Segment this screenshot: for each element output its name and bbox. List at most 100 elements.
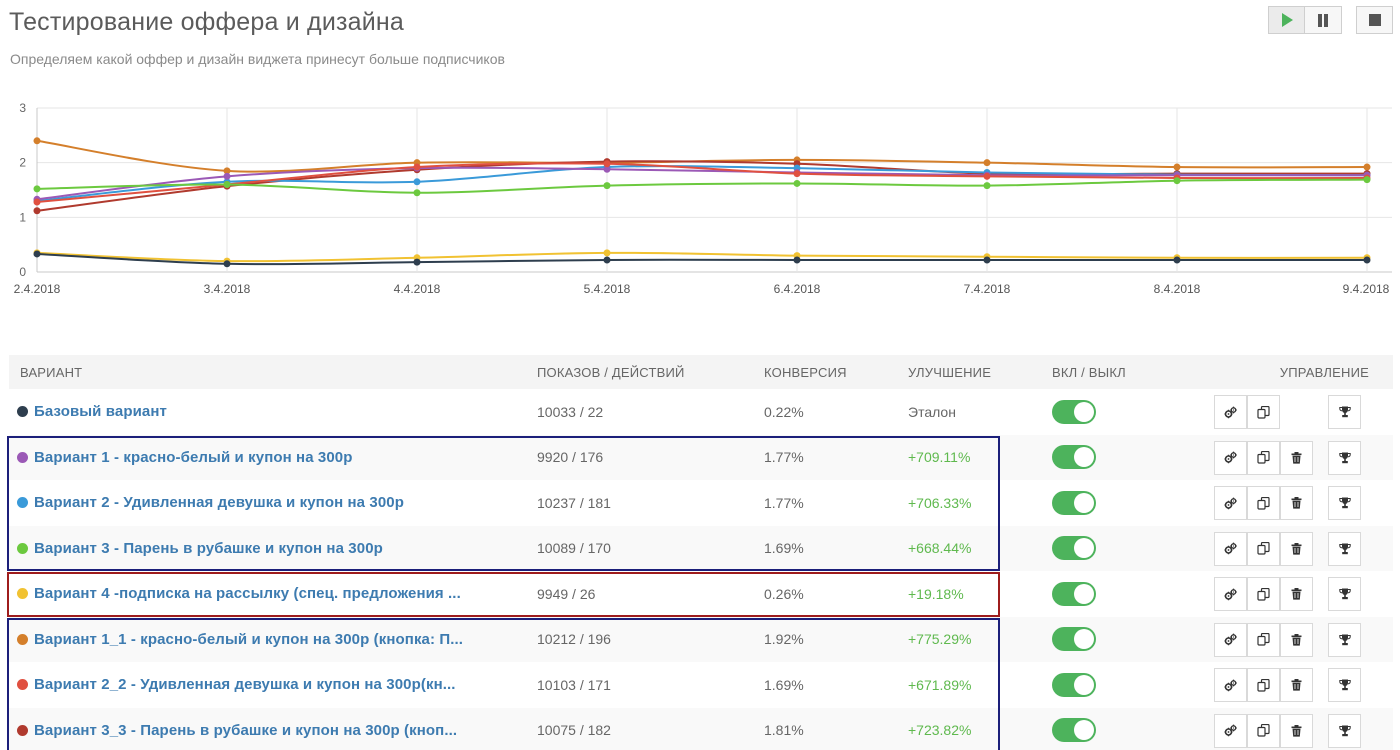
conversion-value: 1.69% [764,676,804,693]
data-point [603,160,611,168]
copy-button[interactable] [1247,577,1280,611]
gears-icon [1224,451,1237,464]
y-tick-label: 3 [19,101,26,115]
data-point [33,207,41,215]
play-button[interactable] [1268,6,1305,34]
winner-button[interactable] [1328,440,1361,475]
stop-button[interactable] [1356,6,1393,34]
page-subtitle: Определяем какой оффер и дизайн виджета … [10,51,505,67]
settings-button[interactable] [1214,395,1247,429]
header-variant: Вариант [20,364,83,380]
enable-toggle[interactable] [1052,581,1096,606]
winner-button[interactable] [1328,395,1361,429]
gears-icon [1224,679,1237,691]
delete-button[interactable] [1280,577,1313,611]
series-color-dot [17,679,28,691]
variant-name-link[interactable]: Базовый вариант [34,403,167,421]
improvement-value: Эталон [908,403,956,420]
gears-icon [1224,406,1237,418]
data-point [1173,163,1181,171]
settings-button[interactable] [1214,713,1247,748]
enable-toggle[interactable] [1052,445,1096,470]
table-row: Вариант 3_3 - Парень в рубашке и купон н… [9,707,1393,750]
conversion-value: 1.81% [764,722,804,739]
series-color-dot [17,451,28,463]
shows-actions-value: 10103 / 171 [537,676,611,693]
copy-button[interactable] [1247,395,1280,429]
manage-cell [1214,435,1393,481]
enable-toggle[interactable] [1052,536,1096,561]
settings-button[interactable] [1214,622,1247,657]
settings-button[interactable] [1214,668,1247,702]
copy-button[interactable] [1247,531,1280,566]
variant-name-link[interactable]: Вариант 2 - Удивленная девушка и купон н… [34,494,404,512]
settings-button[interactable] [1214,440,1247,475]
delete-button[interactable] [1280,622,1313,657]
enable-toggle[interactable] [1052,718,1096,743]
delete-button[interactable] [1280,713,1313,748]
toggle-cell [1052,490,1222,515]
winner-button[interactable] [1328,668,1361,702]
enable-toggle[interactable] [1052,672,1096,697]
trophy-icon [1338,497,1351,509]
settings-button[interactable] [1214,486,1247,520]
winner-button[interactable] [1328,531,1361,566]
toggle-cell [1052,536,1222,561]
conversion-value: 1.77% [764,449,804,466]
x-tick-label: 7.4.2018 [964,282,1011,296]
conversion-value: 0.22% [764,403,804,420]
play-icon [1281,13,1293,27]
copy-icon [1257,587,1270,601]
y-tick-label: 2 [19,156,26,170]
variant-name-link[interactable]: Вариант 3_3 - Парень в рубашке и купон н… [34,721,458,739]
delete-button[interactable] [1280,668,1313,702]
delete-button[interactable] [1280,440,1313,475]
enable-toggle[interactable] [1052,627,1096,652]
variant-name-link[interactable]: Вариант 4 -подписка на рассылку (спец. п… [34,585,461,603]
table-row: Вариант 2_2 - Удивленная девушка и купон… [9,662,1393,708]
variant-name-link[interactable]: Вариант 2_2 - Удивленная девушка и купон… [34,676,456,694]
y-tick-label: 0 [19,265,26,279]
conversion-chart: 0 1 2 3 2.4.2018 3.4.2018 4.4.2018 5.4.2018 6.4.… [14,101,1392,296]
delete-button[interactable] [1280,486,1313,520]
enable-toggle[interactable] [1052,490,1096,515]
table-header: Вариант Показов / действий Конверсия Улу… [9,355,1393,389]
copy-button[interactable] [1247,713,1280,748]
delete-button[interactable] [1280,531,1313,566]
copy-button[interactable] [1247,622,1280,657]
series-color-dot [17,588,28,600]
winner-button[interactable] [1328,713,1361,748]
winner-button[interactable] [1328,622,1361,657]
pause-button[interactable] [1305,6,1342,34]
trash-icon [1291,724,1302,737]
copy-button[interactable] [1247,440,1280,475]
series-line [36,178,1368,194]
toggle-cell [1052,718,1222,743]
trophy-icon [1338,406,1351,418]
variant-name-link[interactable]: Вариант 3 - Парень в рубашке и купон на … [34,539,383,557]
variant-name-link[interactable]: Вариант 1_1 - красно-белый и купон на 30… [34,630,464,648]
enable-toggle[interactable] [1052,399,1096,424]
data-point [983,172,991,180]
manage-cell [1214,480,1393,526]
improvement-value: +671.89% [908,676,972,693]
toggle-knob [1074,674,1094,695]
x-tick-label: 5.4.2018 [584,282,631,296]
winner-button[interactable] [1328,577,1361,611]
copy-button[interactable] [1247,668,1280,702]
playback-controls [1268,6,1342,34]
gears-icon [1224,633,1237,646]
variant-name-link[interactable]: Вариант 1 - красно-белый и купон на 300р [34,448,353,466]
trash-icon [1291,542,1302,555]
winner-button[interactable] [1328,486,1361,520]
data-point [413,163,421,171]
variant-cell: Вариант 2 - Удивленная девушка и купон н… [9,494,537,511]
settings-button[interactable] [1214,577,1247,611]
data-point [793,170,801,178]
x-tick-label: 8.4.2018 [1154,282,1201,296]
data-point [33,198,41,206]
improvement-value: +668.44% [908,540,972,557]
copy-button[interactable] [1247,486,1280,520]
settings-button[interactable] [1214,531,1247,566]
shows-actions-value: 10237 / 181 [537,494,611,511]
